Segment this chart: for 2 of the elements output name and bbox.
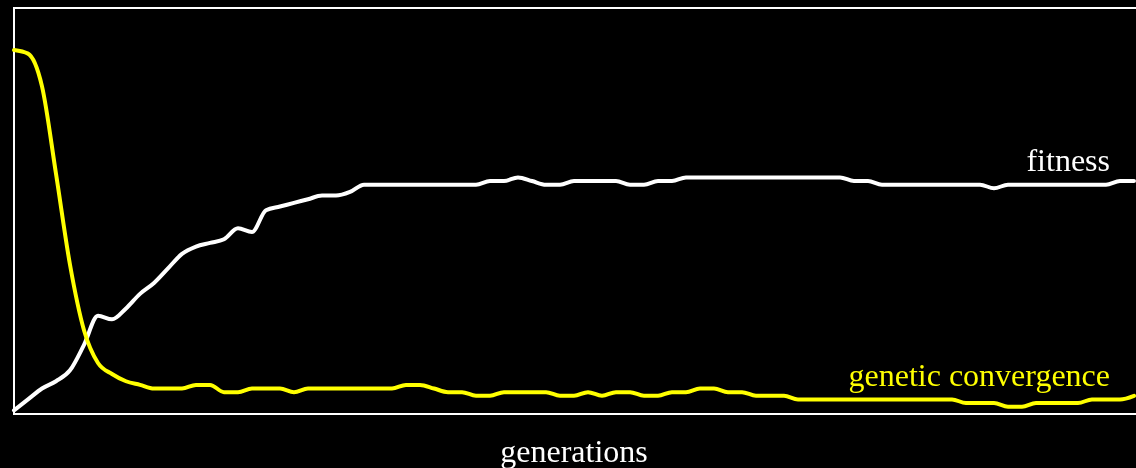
series-label: fitness xyxy=(1026,142,1110,179)
series-label: genetic convergence xyxy=(848,356,1110,393)
